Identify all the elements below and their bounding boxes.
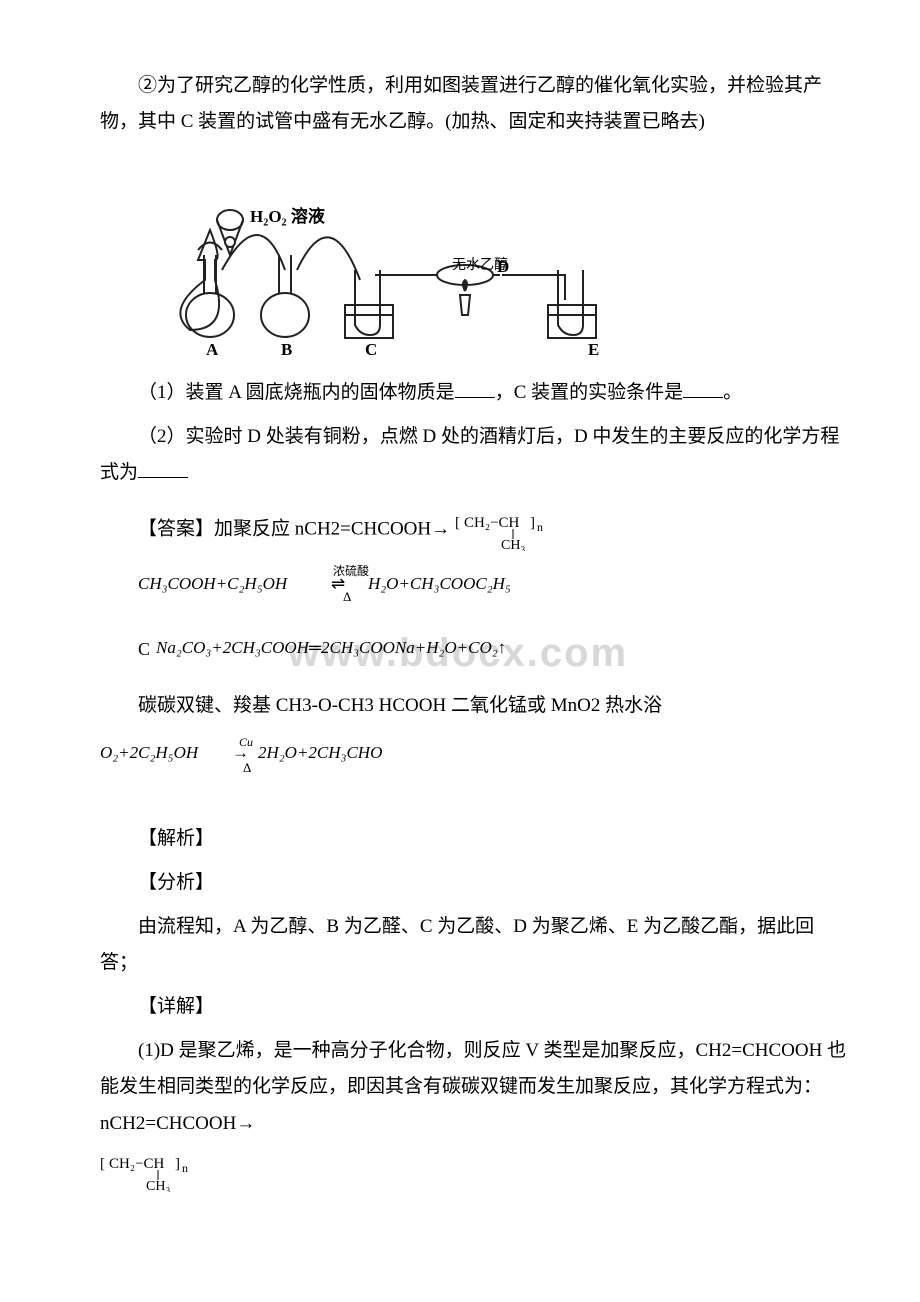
label-option-c: C: [138, 639, 150, 659]
svg-text:CH₃COOH+C₂H₅OH: CH₃COOH+C₂H₅OH: [138, 574, 289, 593]
svg-text:Δ: Δ: [243, 760, 251, 775]
answer-line-3: 碳碳双键、羧基 CH3-O-CH3 HCOOH 二氧化锰或 MnO2 热水浴: [100, 688, 850, 724]
svg-text:CH₂−CH: CH₂−CH: [109, 1156, 165, 1172]
blank-2: [683, 378, 723, 398]
answer-line-1: 【答案】加聚反应 nCH2=CHCOOH→ [ CH₂−CH ] n CH₃: [100, 509, 850, 551]
xiangjie-polymer: [ CH₂−CH ] n CH₃: [100, 1150, 850, 1192]
blank-1: [455, 378, 495, 398]
polymer-structure: [ CH₂−CH ] n CH₃: [455, 509, 565, 551]
formula-carbonate: www.bdocx.com C Na₂CO₃+2CH₃COOH═2CH₃COON…: [138, 625, 850, 678]
svg-text:O₂+2C₂H₅OH: O₂+2C₂H₅OH: [100, 743, 200, 762]
blank-3: [138, 458, 188, 478]
section-xiangjie: 【详解】: [100, 989, 850, 1025]
svg-text:CH₂−CH: CH₂−CH: [464, 515, 520, 531]
label-d: D: [497, 257, 509, 276]
svg-text:[: [: [100, 1156, 105, 1172]
svg-text:]: ]: [175, 1156, 180, 1172]
svg-text:Na₂CO₃+2CH₃COOH═2CH₃COONa+H₂O+: Na₂CO₃+2CH₃COOH═2CH₃COONa+H₂O+CO₂↑: [155, 638, 506, 657]
section-jiexi: 【解析】: [100, 821, 850, 857]
paragraph-q2-intro: ②为了研究乙醇的化学性质，利用如图装置进行乙醇的催化氧化实验，并检验其产物，其中…: [100, 68, 850, 140]
section-fenxi: 【分析】: [100, 865, 850, 901]
svg-text:2H₂O+2CH₃CHO: 2H₂O+2CH₃CHO: [258, 743, 382, 762]
formula-oxidation: O₂+2C₂H₅OH Cu → Δ 2H₂O+2CH₃CHO: [100, 732, 850, 791]
question-1: （1）装置 A 圆底烧瓶内的固体物质是，C 装置的实验条件是。: [100, 375, 850, 411]
svg-text:[: [: [455, 515, 460, 531]
formula-esterification: CH₃COOH+C₂H₅OH 浓硫酸 ⇌ Δ H₂O+CH₃COOC₂H₅: [138, 559, 850, 618]
svg-text:]: ]: [530, 515, 535, 531]
svg-text:H₂O+CH₃COOC₂H₅: H₂O+CH₃COOC₂H₅: [367, 574, 511, 593]
apparatus-diagram: 无水乙醇 H₂O₂ 溶液 A B C D E: [170, 160, 850, 360]
label-a: A: [206, 340, 219, 359]
fenxi-body: 由流程知，A 为乙醇、B 为乙醛、C 为乙酸、D 为聚乙烯、E 为乙酸乙酯，据此…: [100, 909, 850, 981]
label-c: C: [365, 340, 377, 359]
answer-label: 【答案】: [138, 519, 214, 540]
polymer-structure-2: [ CH₂−CH ] n CH₃: [100, 1150, 210, 1192]
svg-text:CH₃: CH₃: [146, 1179, 170, 1192]
svg-text:Δ: Δ: [343, 589, 351, 604]
xiangjie-body: (1)D 是聚乙烯，是一种高分子化合物，则反应 V 类型是加聚反应，CH2=CH…: [100, 1033, 850, 1141]
svg-text:n: n: [537, 520, 543, 534]
label-e: E: [588, 340, 599, 359]
label-h2o2: H₂O₂ 溶液: [250, 206, 325, 226]
svg-text:n: n: [182, 1161, 188, 1175]
svg-text:CH₃: CH₃: [501, 538, 525, 551]
label-b: B: [281, 340, 292, 359]
question-2: （2）实验时 D 处装有铜粉，点燃 D 处的酒精灯后，D 中发生的主要反应的化学…: [100, 419, 850, 491]
